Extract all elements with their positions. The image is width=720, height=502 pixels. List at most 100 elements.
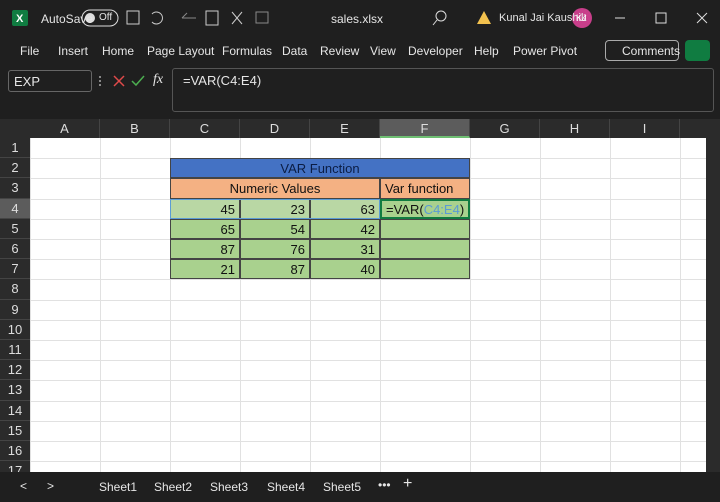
grid-line — [470, 138, 471, 472]
sheet-tab[interactable]: Sheet4 — [267, 480, 306, 494]
prev-sheet[interactable]: < — [20, 479, 28, 493]
sheet-tab[interactable]: Sheet3 — [210, 480, 249, 494]
menu-item[interactable]: Power Pivot — [513, 44, 578, 58]
sheet-tab[interactable]: Sheet1 — [99, 480, 138, 494]
row-header[interactable]: 5 — [0, 219, 30, 239]
avatar[interactable]: KJ — [576, 13, 587, 23]
sheet-tab[interactable]: Sheet2 — [154, 480, 193, 494]
autosave-toggle[interactable]: Off — [99, 12, 113, 23]
more-sheets[interactable]: ••• — [378, 478, 391, 492]
column-header[interactable]: G — [470, 119, 540, 138]
menu-item[interactable]: Home — [102, 44, 135, 58]
formula-part: ) — [459, 201, 465, 217]
grid-line — [30, 380, 706, 382]
row-header[interactable]: 17 — [0, 461, 30, 472]
menu-item[interactable]: Page Layout — [147, 44, 215, 58]
menu-item[interactable]: Formulas — [222, 44, 273, 58]
title-bar-icons: X — [12, 8, 708, 28]
range-highlight — [170, 198, 380, 219]
column-header[interactable]: H — [540, 119, 610, 138]
row-header[interactable]: 11 — [0, 340, 30, 361]
row-header[interactable]: 1 — [0, 138, 30, 159]
active-cell[interactable]: =VAR(C4:E4) — [380, 198, 470, 219]
row-header[interactable]: 10 — [0, 320, 30, 340]
comments-button[interactable]: Comments — [605, 40, 680, 61]
menu-item[interactable]: Data — [282, 44, 308, 58]
header-row — [0, 119, 706, 138]
scrollbar[interactable] — [706, 119, 720, 472]
cell[interactable]: 31 — [310, 239, 380, 260]
column-header[interactable]: C — [170, 119, 240, 138]
row-header[interactable]: 2 — [0, 158, 30, 179]
menu-item[interactable]: View — [370, 44, 396, 58]
grid-line — [240, 138, 241, 472]
menu-item[interactable]: File — [20, 44, 40, 58]
cell[interactable]: 40 — [310, 259, 380, 280]
grid-line — [100, 138, 101, 472]
table-header: Var function — [380, 178, 470, 199]
grid-line — [680, 138, 681, 472]
menu-item[interactable]: Review — [320, 44, 360, 58]
cell[interactable]: 21 — [170, 259, 240, 280]
row-header[interactable]: 15 — [0, 421, 30, 441]
row-header[interactable]: 8 — [0, 279, 30, 300]
cell[interactable] — [380, 218, 470, 239]
column-header[interactable]: E — [310, 119, 380, 138]
row-header[interactable]: 4 — [0, 198, 30, 219]
column-header[interactable]: B — [100, 119, 170, 138]
cell[interactable]: 87 — [240, 259, 310, 280]
column-header[interactable]: I — [610, 119, 680, 138]
row-header[interactable]: 7 — [0, 259, 30, 280]
grid-line — [30, 319, 706, 321]
row-header[interactable]: 3 — [0, 178, 30, 199]
share-button[interactable] — [685, 40, 710, 61]
grid-line — [30, 360, 706, 362]
cell[interactable] — [380, 239, 470, 260]
cell[interactable]: 76 — [240, 239, 310, 260]
cell[interactable] — [380, 259, 470, 280]
cell[interactable]: 42 — [310, 218, 380, 239]
row-header[interactable]: 13 — [0, 380, 30, 401]
column-header[interactable]: F — [380, 119, 470, 138]
row-header[interactable]: 16 — [0, 441, 30, 462]
row-header[interactable]: 14 — [0, 401, 30, 421]
menu-item[interactable]: Developer — [408, 44, 463, 58]
column-header[interactable]: D — [240, 119, 310, 138]
sheet-tab[interactable]: Sheet5 — [323, 480, 362, 494]
row-header[interactable]: 9 — [0, 300, 30, 320]
grid-line — [30, 441, 706, 442]
autosave-label: AutoSave — [41, 12, 94, 26]
formula-part: C4:E4 — [423, 201, 460, 217]
menu-item[interactable]: Help — [474, 44, 499, 58]
grid-line — [170, 138, 171, 472]
menu-bar: File Insert Home Page Layout Formulas Data Rev… — [0, 36, 720, 64]
next-sheet[interactable]: > — [47, 479, 55, 493]
formula-input[interactable]: =VAR(C4:E4) — [172, 68, 714, 112]
grid-line — [310, 138, 311, 472]
grid-line — [30, 299, 706, 301]
fx-label: fx — [153, 72, 164, 87]
svg-text:X: X — [16, 13, 24, 25]
cell[interactable]: 87 — [170, 239, 240, 260]
grid-line — [30, 420, 706, 422]
file-name[interactable]: sales.xlsx — [331, 12, 384, 26]
cell[interactable]: 65 — [170, 218, 240, 239]
formula-buttons — [99, 75, 145, 87]
sheet-tabs: < > ••• + Sheet1 Sheet2 Sheet3 Sheet4 Sheet5 — [0, 472, 720, 502]
grid-line — [380, 138, 381, 472]
grid-line — [30, 461, 706, 463]
name-box[interactable]: EXP — [8, 70, 92, 92]
add-sheet[interactable]: + — [403, 475, 413, 492]
grid-line — [540, 138, 541, 472]
row-header[interactable]: 6 — [0, 239, 30, 260]
cell[interactable]: 54 — [240, 218, 310, 239]
grid-line — [610, 138, 611, 472]
row-header[interactable]: 12 — [0, 360, 30, 381]
column-header[interactable]: A — [30, 119, 100, 138]
grid-line — [30, 340, 706, 341]
menu-item[interactable]: Insert — [58, 44, 89, 58]
grid-line — [30, 138, 31, 472]
user-name: Kunal Jai Kaushik — [499, 12, 587, 24]
grid-line — [30, 400, 706, 402]
